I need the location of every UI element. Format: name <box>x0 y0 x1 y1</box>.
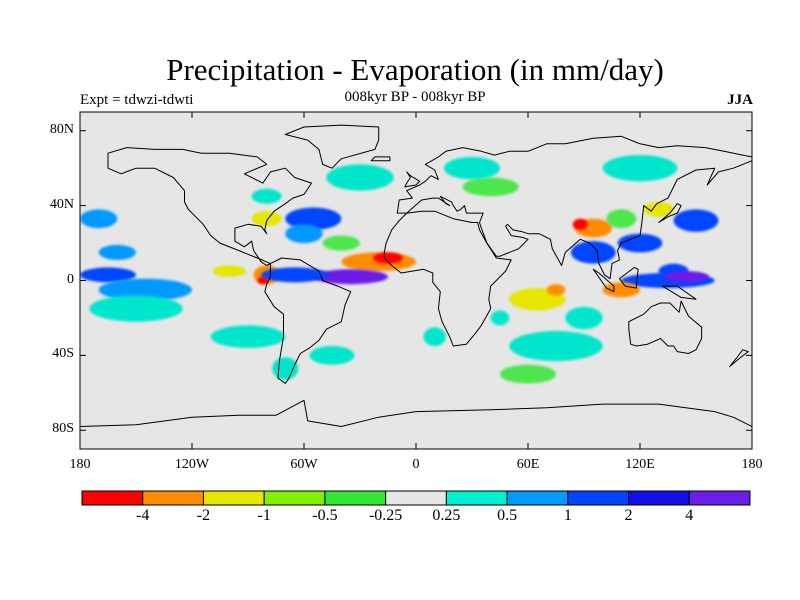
colorbar-swatch <box>628 490 690 506</box>
anomaly-region <box>509 331 603 362</box>
anomaly-region <box>272 357 299 380</box>
colorbar-swatch <box>385 490 447 506</box>
colorbar-label: -4 <box>136 507 150 524</box>
colorbar-label: -1 <box>257 507 271 524</box>
colorbar-label: 2 <box>624 507 633 524</box>
chart-title: Precipitation - Evaporation (in mm/day) <box>166 52 664 87</box>
coastline <box>619 266 639 289</box>
anomaly-region <box>210 325 286 348</box>
y-tick-label: 80S <box>52 421 74 437</box>
y-tick-label: 40N <box>49 196 74 212</box>
x-tick-label: 180 <box>69 457 91 472</box>
anomaly-region <box>261 267 329 283</box>
anomaly-region <box>643 201 674 217</box>
colorbar-label: 0.5 <box>497 507 518 524</box>
coastline <box>383 210 512 347</box>
colorbar-swatch <box>263 490 326 506</box>
anomaly-region <box>546 284 566 296</box>
coastline-layer <box>80 124 752 449</box>
anomaly-region <box>444 156 500 180</box>
anomaly-region <box>565 306 603 330</box>
coastline <box>107 147 312 266</box>
anomaly-region <box>212 265 247 277</box>
axis-ticks <box>79 112 753 449</box>
anomaly-region <box>98 244 136 260</box>
colorbar <box>81 490 751 506</box>
anomaly-region <box>572 218 588 230</box>
coastline <box>729 349 749 368</box>
colorbar-label: -0.5 <box>312 507 338 524</box>
anomaly-region <box>326 164 394 191</box>
colorbar-label: 1 <box>563 507 572 524</box>
x-tick-label: 0 <box>412 457 420 472</box>
colorbar-swatch <box>324 490 387 506</box>
colorbar-swatch <box>506 490 569 506</box>
anomaly-region <box>617 233 663 253</box>
anomaly-region <box>490 310 510 326</box>
season-label: JJA <box>727 92 753 108</box>
colorbar-label: -2 <box>196 507 211 524</box>
anomaly-region <box>98 278 192 302</box>
anomaly-region <box>80 209 118 229</box>
colorbar-swatch <box>202 490 265 506</box>
coastline <box>628 300 703 354</box>
anomaly-region <box>309 346 355 365</box>
anomaly-region <box>602 155 678 182</box>
anomaly-region <box>664 271 710 283</box>
coastline <box>592 268 615 293</box>
y-tick-label: 0 <box>67 271 74 287</box>
x-tick-label: 60W <box>290 457 318 472</box>
x-tick-label: 180 <box>741 457 763 472</box>
coastline <box>396 135 752 280</box>
coastline <box>370 156 391 162</box>
anomaly-region <box>251 211 282 227</box>
y-tick-label: 40S <box>52 346 74 362</box>
colorbar-swatch <box>567 490 630 506</box>
coastline <box>264 257 352 384</box>
colorbar-swatch <box>81 490 144 506</box>
colorbar-label: 0.25 <box>432 507 461 524</box>
anomaly-region <box>285 207 342 230</box>
x-tick-label: 60E <box>516 457 540 472</box>
colorbar-swatch <box>445 490 508 506</box>
anomaly-region <box>673 209 719 232</box>
anomaly-region <box>89 295 183 322</box>
anomaly-region <box>500 364 556 384</box>
coastline <box>284 124 380 169</box>
coastline <box>80 399 752 449</box>
anomaly-region <box>373 252 403 264</box>
colorbar-swatch <box>688 490 751 506</box>
x-tick-label: 120W <box>174 457 210 472</box>
colorbar-swatch <box>142 490 204 506</box>
coastline <box>658 203 682 223</box>
anomaly-region <box>570 241 616 264</box>
anomaly-region <box>251 188 282 204</box>
coastline <box>404 171 421 188</box>
anomaly-layer <box>80 155 719 384</box>
y-tick-label: 80N <box>49 121 74 137</box>
coastline <box>661 285 697 300</box>
anomaly-region <box>313 269 388 285</box>
experiment-label: Expt = tdwzi-tdwti <box>80 92 194 108</box>
anomaly-region <box>462 177 519 197</box>
anomaly-region <box>285 224 323 244</box>
anomaly-region <box>423 327 446 347</box>
anomaly-region <box>602 282 640 298</box>
colorbar-label: -0.25 <box>368 507 403 524</box>
x-tick-label: 120E <box>625 457 655 472</box>
chart-subtitle: 008kyr BP - 008kyr BP <box>344 89 486 105</box>
anomaly-region <box>606 209 637 229</box>
anomaly-region <box>322 235 361 251</box>
colorbar-label: 4 <box>685 507 694 524</box>
anomaly-region <box>80 267 136 283</box>
